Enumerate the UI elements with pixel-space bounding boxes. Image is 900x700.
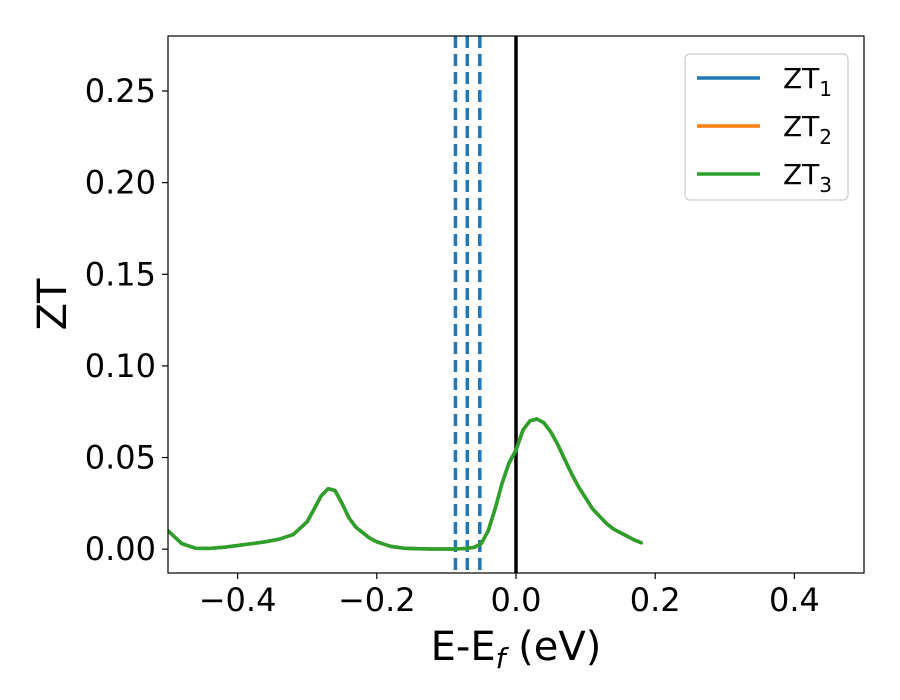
y-tick-label: 0.20 [85, 164, 156, 202]
legend-label-zt2: ZT2 [783, 110, 832, 149]
y-tick-label: 0.10 [85, 347, 156, 385]
x-tick-label: −0.2 [338, 581, 416, 619]
y-tick-label: 0.00 [85, 530, 156, 568]
x-axis-title: E-Ef (eV) [431, 624, 602, 675]
legend: ZT1 ZT2 ZT3 [684, 53, 849, 201]
y-axis-title: ZT [30, 278, 76, 330]
series-line-zt1 [168, 417, 644, 551]
x-tick-label: 0.4 [769, 581, 820, 619]
series-line-zt2 [168, 417, 644, 551]
y-tick-label: 0.25 [85, 72, 156, 110]
legend-box [684, 53, 849, 201]
plot-area [168, 36, 644, 573]
x-axis-ticks: −0.4 −0.2 0.0 0.2 0.4 [199, 573, 820, 619]
y-tick-label: 0.05 [85, 439, 156, 477]
y-axis-ticks: 0.00 0.05 0.10 0.15 0.20 0.25 [85, 72, 168, 568]
x-tick-label: −0.4 [199, 581, 277, 619]
legend-label-zt3: ZT3 [783, 158, 832, 197]
x-tick-label: 0.0 [491, 581, 542, 619]
x-tick-label: 0.2 [630, 581, 681, 619]
y-tick-label: 0.15 [85, 255, 156, 293]
series-line-zt3 [168, 417, 644, 551]
legend-label-zt1: ZT1 [783, 62, 832, 101]
